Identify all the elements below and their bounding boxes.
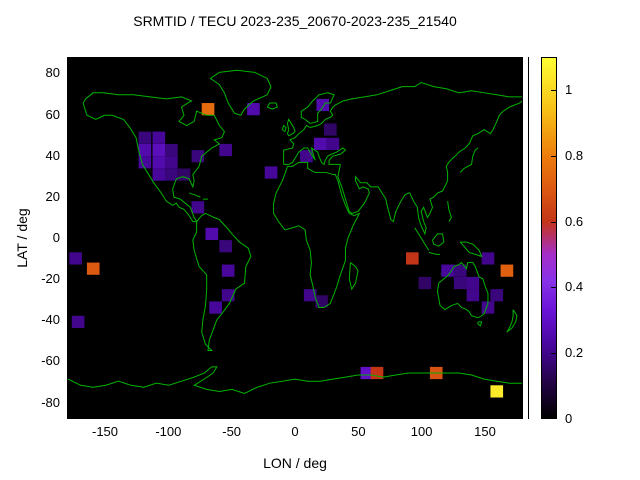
heat-cell [209,301,222,314]
heat-cell [481,252,495,265]
heat-cell [490,289,504,302]
heat-cell [490,385,504,398]
coastline [266,102,278,110]
heat-cell [418,276,432,290]
coastline [459,147,479,173]
heat-cell [466,289,480,302]
heat-cell [453,276,467,290]
x-tick-label: 0 [291,424,299,439]
heat-cell [201,103,215,116]
heat-cell [316,98,330,112]
heat-cell [323,123,337,136]
coastline [188,192,201,198]
y-tick-label: 0 [52,230,60,245]
heat-cell [138,143,152,157]
colorbar-tick-mark [551,417,556,418]
colorbar-tick-mark [551,156,556,157]
colorbar-tick-label: 0.2 [565,345,584,361]
coastline [337,100,522,236]
heat-cell [326,137,340,150]
y-tick-label: 20 [45,188,60,204]
colorbar [541,57,557,419]
y-tick-label: 60 [45,106,60,122]
heat-cell [152,131,166,144]
y-tick-label: -20 [41,271,60,287]
coastline [436,261,489,319]
heat-cell [360,366,374,380]
y-tick-label: -60 [41,353,60,369]
heat-cell [69,252,82,265]
coastline [283,146,347,166]
heat-cell [453,264,467,277]
coastline [300,92,335,124]
heat-cell [313,137,327,150]
colorbar-separator-line [528,57,529,419]
colorbar-tick-mark [551,222,556,223]
heat-cell [86,262,100,275]
x-tick-label: -50 [222,424,242,439]
heat-cell [205,227,219,240]
heat-cell [138,156,152,169]
heat-cell [406,252,419,265]
heat-cell [466,276,480,290]
coastline [414,227,430,251]
x-tick-label: 50 [351,424,366,439]
coastline [329,82,522,116]
heat-cell [219,240,232,253]
x-tick-label: -150 [91,424,119,439]
colorbar-tick-label: 0.8 [565,147,584,163]
coastline [281,124,287,132]
x-tick-label: -100 [155,424,182,439]
heat-cell [165,168,178,181]
colorbar-tick-label: 0.4 [565,279,584,295]
heat-cell [152,143,166,157]
map-plot-area [67,57,523,419]
coastline [283,114,334,165]
colorbar-tick-label: 0 [565,411,573,426]
coastline [428,251,441,255]
coastline [477,321,483,327]
coastline [286,118,296,137]
heat-cell [247,103,260,116]
heat-cell [71,315,85,328]
y-tick-label: -40 [41,312,60,328]
coastline [68,366,522,394]
heat-cell [500,264,514,277]
heat-cell [152,168,166,181]
x-axis-title: LON / deg [263,455,327,471]
coastline [506,309,518,333]
heat-cell [221,264,235,277]
coastline [447,201,452,222]
x-tick-label: 150 [474,424,496,439]
chart-title: SRMTID / TECU 2023-235_20670-2023-235_21… [133,13,457,29]
coastline [273,161,361,309]
coastline [192,212,252,351]
coastline [82,92,225,223]
x-tick-label: 100 [410,424,433,439]
heat-cell [300,150,313,163]
colorbar-tick-mark [551,287,556,288]
coastline [459,241,483,258]
heat-cell [152,156,166,169]
colorbar-tick-label: 1 [565,81,573,97]
coastline [348,262,359,291]
heat-cell [165,143,178,157]
heat-cell [264,166,278,179]
heat-cell [138,131,152,144]
heat-cell [191,201,205,214]
coastline [432,233,445,247]
colorbar-tick-mark [551,90,556,91]
y-tick-label: 80 [45,65,60,81]
colorbar-tick-label: 0.6 [565,213,584,229]
heat-cell [303,289,317,302]
coastline [209,69,272,116]
colorbar-tick-mark [551,353,556,354]
heat-cell [219,143,232,157]
y-tick-label: -80 [41,394,60,410]
y-tick-label: 40 [45,147,60,163]
heat-cell [165,156,178,169]
heat-cell [441,264,454,277]
world-heatmap [68,69,522,398]
